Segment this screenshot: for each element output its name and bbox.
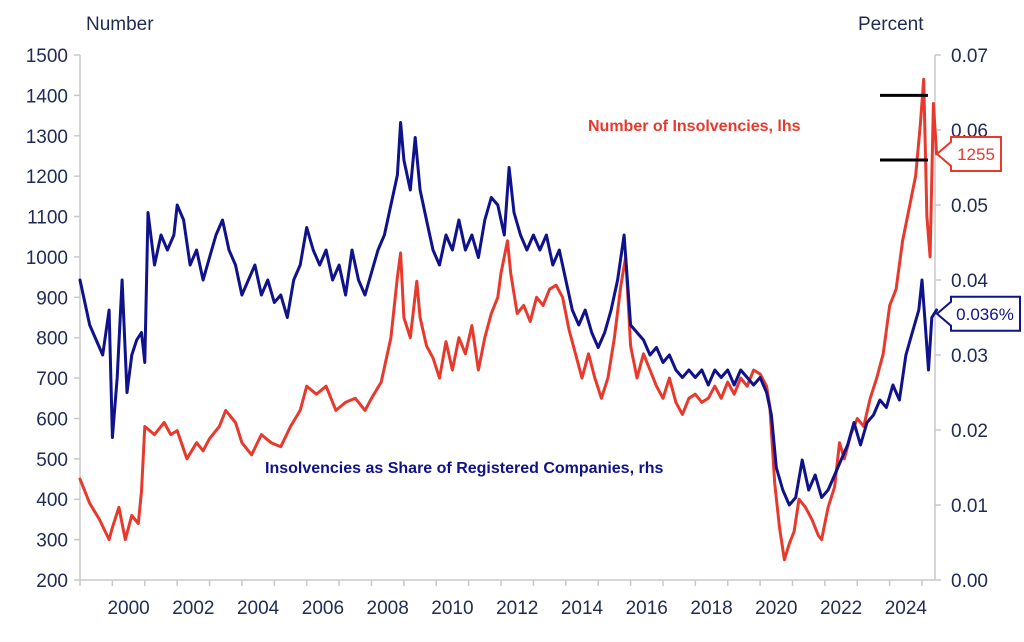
left-tick-label: 1200 xyxy=(26,167,68,188)
latest-share-callout-text: 0.036% xyxy=(956,305,1014,324)
right-axis-title: Percent xyxy=(858,14,924,35)
x-tick-label: 2004 xyxy=(237,598,280,619)
left-tick-label: 500 xyxy=(36,450,68,471)
share-series-label: Insolvencies as Share of Registered Comp… xyxy=(265,460,663,477)
right-tick-label: 0.07 xyxy=(951,46,988,67)
left-tick-label: 1000 xyxy=(26,248,68,269)
x-tick-label: 2006 xyxy=(302,598,344,619)
series-lines xyxy=(78,77,939,562)
left-tick-label: 400 xyxy=(36,490,68,511)
x-tick-label: 2022 xyxy=(820,598,862,619)
left-tick-label: 300 xyxy=(36,531,68,552)
left-tick-label: 900 xyxy=(36,288,68,309)
left-tick-label: 200 xyxy=(36,571,68,592)
right-tick-label: 0.00 xyxy=(951,571,988,592)
left-tick-label: 700 xyxy=(36,369,68,390)
right-tick-label: 0.05 xyxy=(951,196,988,217)
insolvencies-count-line xyxy=(78,77,939,562)
right-tick-label: 0.03 xyxy=(951,346,988,367)
x-tick-label: 2000 xyxy=(107,598,149,619)
x-tick-label: 2012 xyxy=(496,598,538,619)
x-tick-label: 2008 xyxy=(367,598,409,619)
axes-group: 200 300 400 500 600 700 800 900 1000 1100 1200 1300… xyxy=(26,46,989,619)
right-tick-label: 0.01 xyxy=(951,496,988,517)
x-tick-label: 2018 xyxy=(690,598,732,619)
left-tick-label: 1500 xyxy=(26,46,68,67)
left-tick-label: 600 xyxy=(36,409,68,430)
left-tick-label: 1300 xyxy=(26,127,68,148)
left-tick-label: 1100 xyxy=(27,208,68,229)
latest-count-callout-text: 1255 xyxy=(957,145,995,164)
left-axis-title: Number xyxy=(86,14,154,35)
insolvencies-series-label: Number of Insolvencies, lhs xyxy=(588,118,801,135)
insolvency-share-line xyxy=(78,121,939,507)
x-tick-label: 2002 xyxy=(172,598,214,619)
x-tick-label: 2010 xyxy=(431,598,473,619)
x-tick-label: 2016 xyxy=(626,598,668,619)
right-tick-label: 0.02 xyxy=(951,421,988,442)
x-tick-label: 2024 xyxy=(885,598,928,619)
left-tick-label: 800 xyxy=(36,329,68,350)
x-tick-label: 2020 xyxy=(755,598,797,619)
latest-share-callout-box xyxy=(935,295,1021,332)
x-tick-label: 2014 xyxy=(561,598,604,619)
left-tick-label: 1400 xyxy=(26,86,68,107)
annotations-group: Number of Insolvencies, lhs Insolvencies … xyxy=(265,93,1021,477)
latest-count-callout-box xyxy=(935,135,1002,172)
right-tick-label: 0.04 xyxy=(951,271,988,292)
